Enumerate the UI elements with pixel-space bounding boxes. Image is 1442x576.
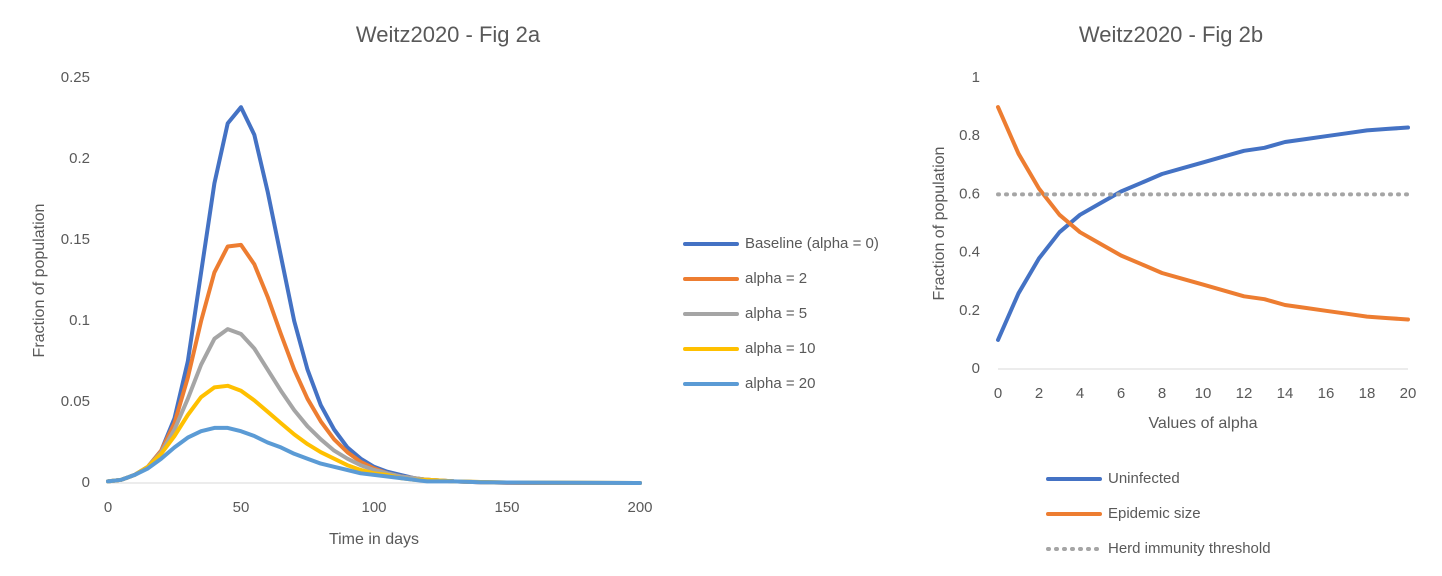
legend-label: alpha = 10 [745, 340, 815, 357]
legend-label: Baseline (alpha = 0) [745, 235, 879, 252]
y-axis-label: Fraction of population [31, 204, 48, 358]
x-tick-label: 12 [1236, 385, 1253, 402]
x-tick-label: 50 [233, 499, 250, 516]
x-tick-label: 150 [494, 499, 519, 516]
y-axis-label: Fraction of population [931, 147, 948, 301]
x-tick-label: 20 [1400, 385, 1417, 402]
y-tick-label: 1 [972, 69, 980, 86]
y-tick-label: 0.1 [69, 312, 90, 329]
legend-label: alpha = 5 [745, 305, 807, 322]
x-tick-label: 100 [361, 499, 386, 516]
x-axis-label: Time in days [329, 531, 419, 548]
y-tick-label: 0.4 [959, 244, 980, 261]
x-tick-label: 14 [1277, 385, 1294, 402]
x-tick-label: 16 [1318, 385, 1335, 402]
y-tick-label: 0.8 [959, 127, 980, 144]
y-tick-label: 0.05 [61, 393, 90, 410]
x-axis-label: Values of alpha [1148, 415, 1257, 432]
x-tick-label: 10 [1195, 385, 1212, 402]
series-line [996, 105, 1410, 322]
legend-label: Uninfected [1108, 470, 1180, 487]
x-tick-label: 18 [1359, 385, 1376, 402]
chart-title: Weitz2020 - Fig 2a [356, 22, 541, 47]
y-tick-label: 0.2 [959, 302, 980, 319]
y-tick-label: 0 [972, 360, 980, 377]
x-tick-label: 0 [994, 385, 1002, 402]
x-tick-label: 8 [1158, 385, 1166, 402]
chart-title: Weitz2020 - Fig 2b [1079, 22, 1263, 47]
legend-label: alpha = 2 [745, 270, 807, 287]
series-line [106, 425, 642, 485]
x-tick-label: 0 [104, 499, 112, 516]
y-tick-label: 0.25 [61, 69, 90, 86]
legend-label: alpha = 20 [745, 375, 815, 392]
y-tick-label: 0.2 [69, 150, 90, 167]
series-line [996, 125, 1410, 342]
legend-label: Epidemic size [1108, 505, 1201, 522]
x-tick-label: 6 [1117, 385, 1125, 402]
y-tick-label: 0 [82, 474, 90, 491]
legend-label: Herd immunity threshold [1108, 540, 1271, 557]
x-tick-label: 200 [627, 499, 652, 516]
y-tick-label: 0.6 [959, 185, 980, 202]
y-tick-label: 0.15 [61, 231, 90, 248]
x-tick-label: 2 [1035, 385, 1043, 402]
x-tick-label: 4 [1076, 385, 1084, 402]
series-line [106, 105, 642, 485]
